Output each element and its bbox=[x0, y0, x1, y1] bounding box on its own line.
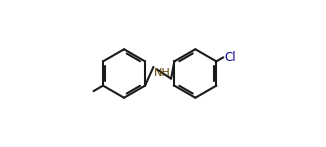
Text: Cl: Cl bbox=[224, 51, 236, 64]
Text: NH: NH bbox=[154, 68, 170, 78]
